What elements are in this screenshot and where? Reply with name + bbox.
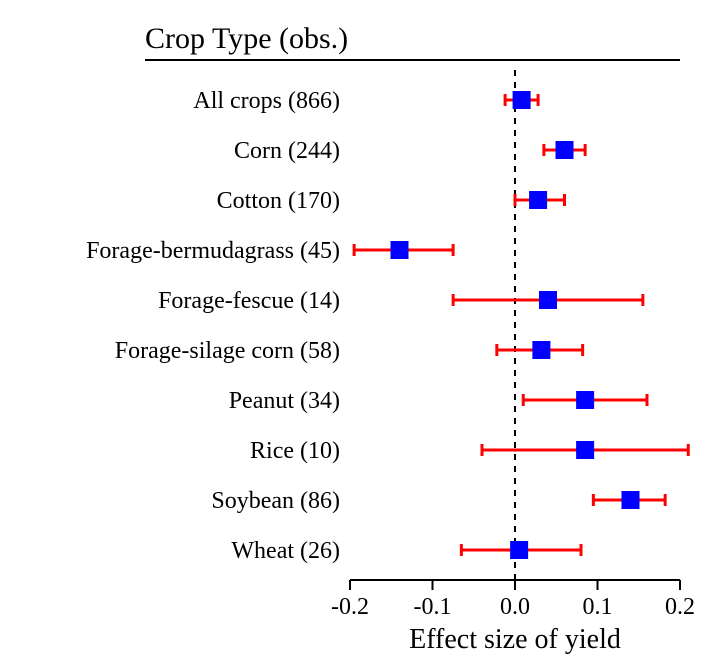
- x-tick-label: -0.2: [331, 594, 369, 620]
- row-label: Forage-bermudagrass (45): [86, 238, 340, 264]
- row-label: Peanut (34): [229, 388, 340, 414]
- row-label: Rice (10): [250, 438, 340, 464]
- row-label: All crops (866): [193, 88, 340, 114]
- x-tick-label: 0.1: [583, 594, 613, 620]
- x-axis-label: Effect size of yield: [409, 624, 621, 655]
- x-tick-label: -0.1: [414, 594, 452, 620]
- point-marker: [391, 241, 409, 259]
- point-marker: [576, 441, 594, 459]
- row-label: Corn (244): [234, 138, 340, 164]
- row-label: Wheat (26): [231, 538, 340, 564]
- x-tick-label: 0.2: [665, 594, 695, 620]
- point-marker: [576, 391, 594, 409]
- chart-svg: Crop Type (obs.) All crops (866) Corn (244…: [0, 0, 720, 658]
- row-label: Forage-fescue (14): [158, 288, 340, 314]
- point-marker: [556, 141, 574, 159]
- row-label: Cotton (170): [217, 188, 340, 214]
- point-marker: [529, 191, 547, 209]
- chart-title: Crop Type (obs.): [145, 22, 348, 55]
- point-marker: [532, 341, 550, 359]
- row-label: Forage-silage corn (58): [115, 338, 340, 364]
- point-marker: [622, 491, 640, 509]
- forest-plot: Crop Type (obs.) All crops (866) Corn (244…: [0, 0, 720, 658]
- point-marker: [539, 291, 557, 309]
- chart-background: [0, 0, 720, 658]
- x-tick-label: 0.0: [500, 594, 530, 620]
- point-marker: [513, 91, 531, 109]
- row-label: Soybean (86): [211, 488, 340, 514]
- point-marker: [510, 541, 528, 559]
